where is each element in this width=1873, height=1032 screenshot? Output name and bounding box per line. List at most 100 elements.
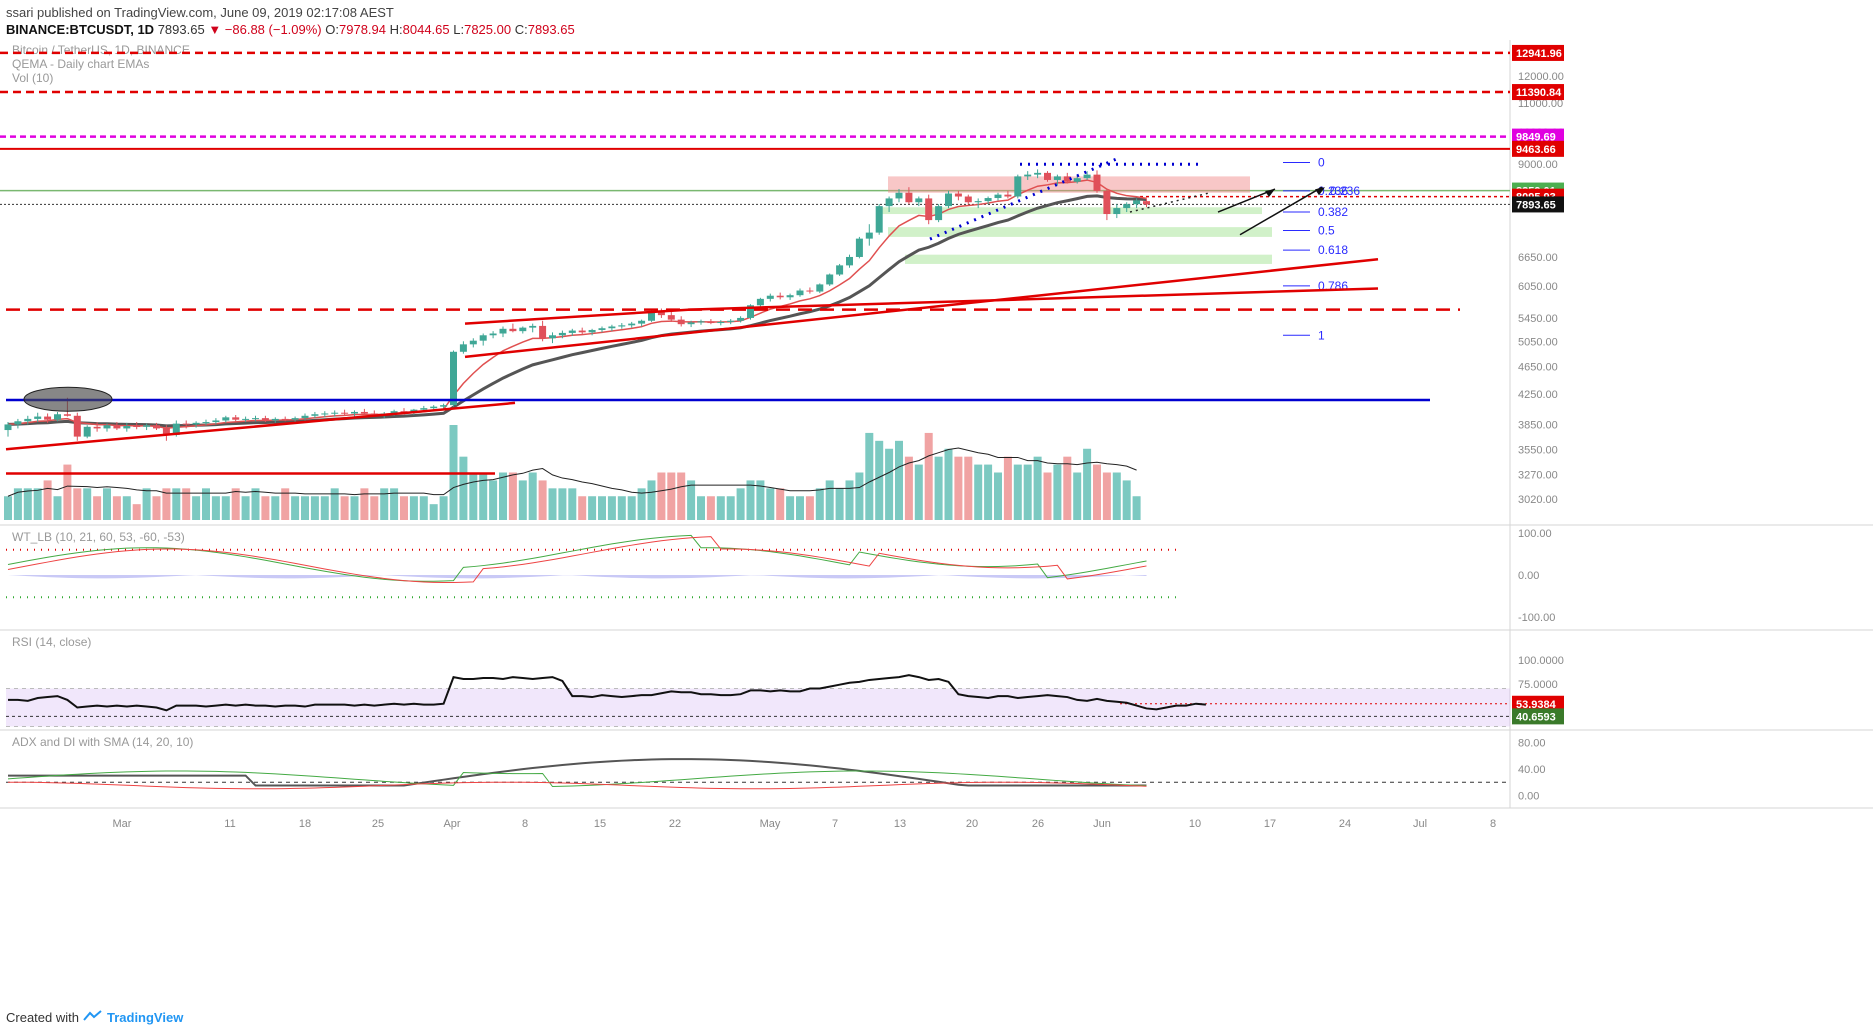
wt-tick-label: -100.00 (1518, 612, 1555, 624)
candle-body (261, 418, 269, 421)
volume-bar (518, 480, 527, 520)
candle-body (667, 315, 675, 320)
volume-bar (231, 488, 240, 520)
volume-study-label: Vol (10) (12, 71, 53, 85)
volume-bar (390, 488, 399, 520)
volume-bar (538, 480, 547, 520)
date-tick-label: 20 (966, 818, 978, 830)
volume-bar (122, 496, 131, 520)
volume-bar (13, 488, 22, 520)
candle-body (1123, 204, 1131, 209)
last-price: 7893.65 (157, 22, 205, 37)
volume-bar (964, 456, 973, 520)
candle-body (865, 232, 873, 239)
volume-bar (271, 496, 280, 520)
candle-body (915, 198, 923, 203)
candle-body (974, 201, 982, 203)
date-tick-label: 13 (894, 818, 906, 830)
volume-bar (340, 496, 349, 520)
candle-body (1014, 176, 1022, 197)
open-label: O: (325, 22, 339, 37)
volume-bar (746, 480, 755, 520)
candle-body (875, 206, 883, 233)
candle-body (479, 335, 487, 341)
fib-level-label: 0.618 (1318, 243, 1348, 257)
candle-body (143, 425, 151, 427)
wt-tick-label: 100.00 (1518, 528, 1552, 540)
volume-bar (598, 496, 606, 520)
volume-bar (162, 488, 171, 520)
candle-body (509, 328, 517, 332)
candle-body (153, 425, 160, 429)
created-with-text: Created with (6, 1010, 79, 1025)
candle-body (271, 418, 279, 421)
date-tick-label: Mar (113, 818, 132, 830)
chart-canvas[interactable]: 12000.0011000.0010000.009000.007800.0066… (0, 40, 1873, 1005)
volume-bar (1093, 464, 1101, 520)
candle-body (281, 418, 289, 420)
volume-bar (875, 440, 884, 520)
volume-bar (756, 480, 765, 520)
volume-bar (835, 488, 844, 520)
rsi-tick-label: 100.0000 (1518, 655, 1564, 667)
rsi-value-tag (1512, 695, 1564, 712)
candle-body (806, 290, 814, 292)
candle-body (4, 424, 12, 431)
candle-body (628, 323, 636, 326)
volume-bar (142, 488, 151, 520)
candle-body (1103, 190, 1111, 215)
high-label: H: (389, 22, 403, 37)
candle-body (796, 290, 804, 296)
rsi-line (8, 674, 1206, 712)
volume-bar (1033, 456, 1042, 520)
support-zone (888, 227, 1272, 237)
adx-line (8, 758, 1147, 787)
candle-body (430, 406, 438, 409)
highlight-ellipse (23, 386, 113, 412)
candle-body (63, 414, 71, 416)
price-tick-label: 4650.00 (1518, 362, 1558, 374)
candle-body (826, 274, 834, 285)
candle-body (568, 330, 576, 333)
candle-body (123, 426, 131, 429)
volume-bar (736, 488, 745, 520)
candle-body (182, 423, 190, 425)
candle-body (1063, 176, 1071, 182)
volume-bar (1122, 480, 1131, 520)
fib-level-label: 0.382 (1318, 205, 1348, 219)
candle-body (232, 417, 240, 420)
volume-bar (419, 496, 428, 520)
symbol-line: BINANCE:BTCUSDT, 1D 7893.65 ▼ −86.88 (−1… (6, 21, 575, 38)
volume-bar (43, 480, 52, 520)
candle-body (331, 412, 339, 414)
volume-bar (657, 472, 666, 520)
volume-bar (202, 488, 210, 520)
high-value: 8044.65 (402, 22, 450, 37)
candle-body (638, 320, 646, 324)
price-tick-label: 6050.00 (1518, 281, 1558, 293)
footer: Created with TradingView (6, 1010, 183, 1025)
volume-bar (103, 488, 111, 520)
volume-bar (895, 440, 903, 520)
symbol-text: BINANCE:BTCUSDT, 1D (6, 22, 155, 37)
candle-body (648, 311, 655, 321)
tradingview-brand[interactable]: TradingView (106, 1010, 184, 1025)
volume-bar (112, 496, 121, 520)
volume-bar (499, 472, 507, 520)
volume-bar (994, 472, 1002, 520)
price-tick-label: 11000.00 (1518, 98, 1563, 110)
rsi-value-label: 40.6593 (1516, 711, 1556, 723)
candle-body (964, 196, 972, 203)
candle-body (192, 422, 200, 425)
volume-bar (400, 496, 408, 520)
candle-body (727, 320, 735, 322)
date-tick-label: 24 (1339, 818, 1351, 830)
candle-body (311, 414, 319, 416)
candle-body (539, 325, 547, 339)
volume-bar (1102, 472, 1111, 520)
candle-body (618, 325, 626, 327)
volume-bar (697, 496, 705, 520)
date-tick-label: 10 (1189, 818, 1201, 830)
candle-body (756, 298, 764, 306)
candle-body (786, 295, 794, 298)
